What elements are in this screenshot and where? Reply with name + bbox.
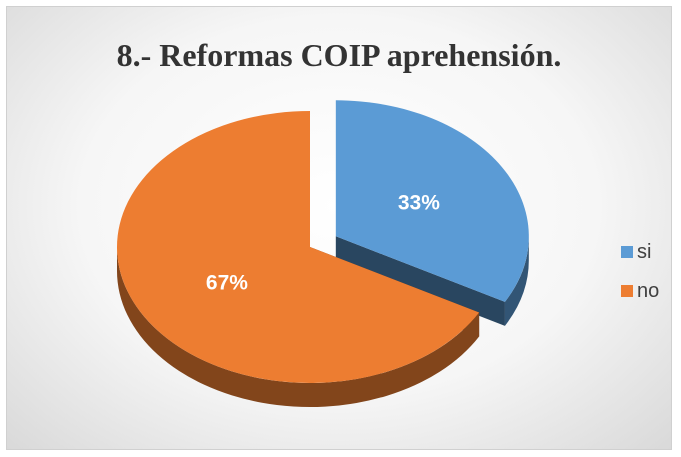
pie-slice-si-edge	[504, 236, 529, 326]
pie-slice-si	[335, 100, 529, 302]
legend-item-no: no	[621, 280, 659, 302]
legend-swatch-no	[621, 285, 633, 297]
pie-chart: 33% 67%	[116, 100, 529, 407]
pie-slice-no	[116, 111, 480, 384]
pie-slice-no-edge	[117, 247, 480, 407]
legend: si no	[621, 241, 659, 319]
chart-title: 8.- Reformas COIP aprehensión.	[116, 37, 562, 73]
chart-area: 8.- Reformas COIP aprehensión. 33% 67% si…	[6, 6, 672, 450]
legend-swatch-si	[621, 246, 633, 258]
data-label-no: 67%	[206, 272, 248, 295]
pie-slice-si-side-1	[335, 236, 505, 326]
legend-item-si: si	[621, 241, 659, 263]
data-label-si: 33%	[398, 192, 440, 215]
legend-label-no: no	[637, 279, 660, 302]
legend-label-si: si	[637, 240, 652, 263]
